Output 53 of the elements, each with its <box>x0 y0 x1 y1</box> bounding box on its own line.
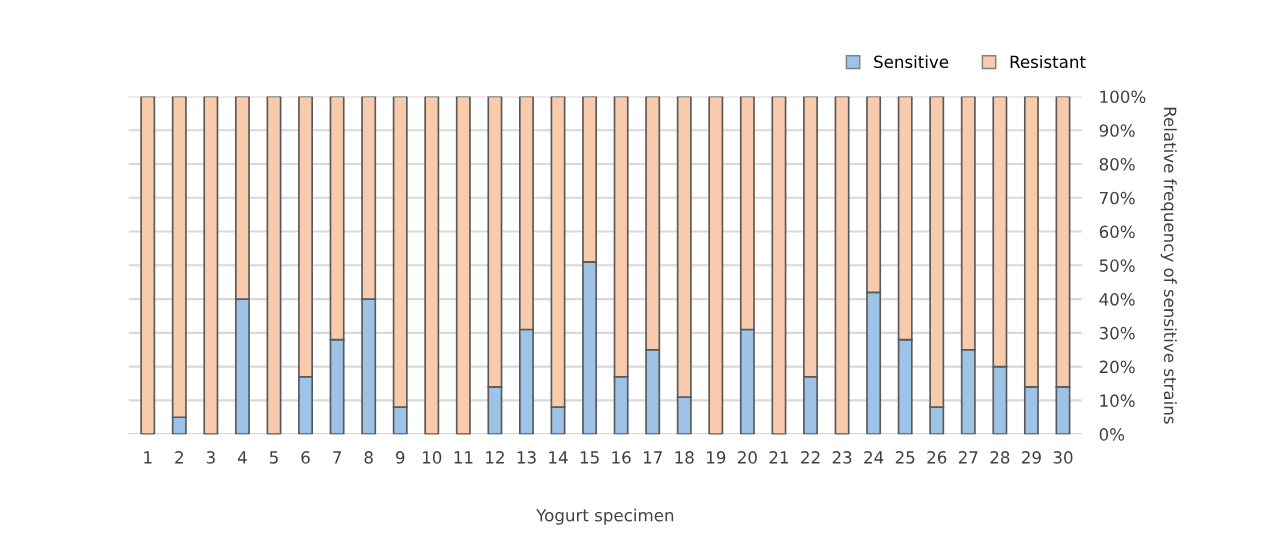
x-tick-label: 30 <box>1053 451 1073 464</box>
x-tick-label: 14 <box>549 451 568 464</box>
x-tick-label: 16 <box>612 451 631 464</box>
x-tick-label: 13 <box>517 451 536 464</box>
x-tick-label: 23 <box>832 451 852 464</box>
y-tick-label: 30% <box>1099 326 1135 340</box>
x-tick-label: 9 <box>395 451 405 464</box>
x-tick-label: 7 <box>333 451 341 464</box>
x-tick-label: 25 <box>895 451 915 464</box>
bar <box>266 96 282 435</box>
y-axis-title: Relative frequency of sensitive strains <box>1160 107 1177 424</box>
bar <box>708 96 724 435</box>
x-tick-label: 2 <box>175 451 183 464</box>
x-axis-title: Yogurt specimen <box>536 508 674 525</box>
x-tick-label: 6 <box>301 451 310 464</box>
x-tick-label: 21 <box>769 451 789 464</box>
y-tick-label: 40% <box>1099 293 1135 306</box>
x-tick-label: 29 <box>1022 451 1041 464</box>
x-tick-label: 20 <box>738 451 757 464</box>
y-tick-label: 50% <box>1099 259 1135 272</box>
y-tick-label: 0% <box>1099 428 1125 441</box>
bar <box>834 96 850 435</box>
y-tick-label: 80% <box>1099 157 1135 171</box>
x-tick-label: 3 <box>206 451 215 464</box>
x-tick-label: 15 <box>580 451 599 464</box>
y-tick-label: 10% <box>1100 394 1135 407</box>
bar <box>455 96 471 435</box>
legend-label: Resistant <box>1010 55 1086 69</box>
x-tick-label: 10 <box>423 451 442 464</box>
y-tick-label: 20% <box>1099 360 1135 374</box>
bar <box>203 96 219 435</box>
x-tick-label: 1 <box>144 451 152 464</box>
x-tick-label: 17 <box>643 451 662 464</box>
x-tick-label: 4 <box>237 451 247 464</box>
x-tick-label: 8 <box>364 451 373 464</box>
x-tick-label: 5 <box>269 451 278 464</box>
x-tick-label: 26 <box>927 451 947 464</box>
x-tick-label: 24 <box>864 451 884 464</box>
bar <box>771 96 787 435</box>
y-tick-label: 70% <box>1099 191 1135 205</box>
y-tick-label: 100% <box>1100 90 1146 104</box>
x-tick-label: 11 <box>454 451 473 464</box>
x-tick-label: 18 <box>675 451 694 464</box>
y-tick-label: 90% <box>1099 124 1135 137</box>
x-tick-label: 27 <box>958 451 978 464</box>
x-tick-label: 19 <box>707 451 726 464</box>
bar <box>140 96 156 435</box>
x-tick-label: 12 <box>486 451 504 464</box>
x-tick-label: 22 <box>801 451 820 464</box>
y-tick-label: 60% <box>1099 225 1135 239</box>
legend-label: Sensitive <box>874 55 949 69</box>
bar <box>424 96 440 435</box>
x-tick-label: 28 <box>990 451 1010 464</box>
